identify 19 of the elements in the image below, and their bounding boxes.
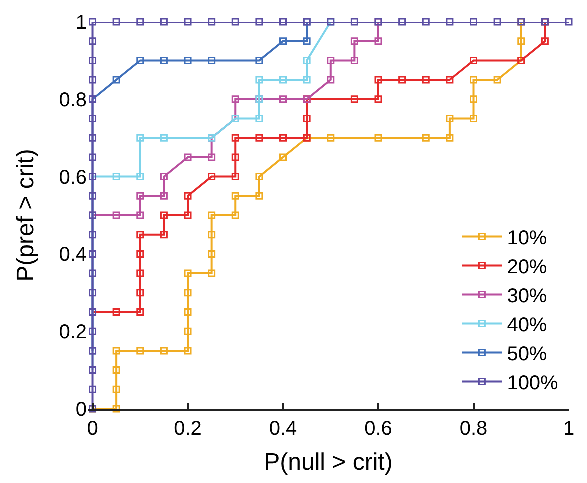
- legend-label: 40%: [507, 314, 548, 337]
- y-axis-title: P(pref > crit): [12, 149, 40, 282]
- y-tick-label: 0.2: [59, 322, 87, 344]
- legend-label: 20%: [507, 256, 548, 279]
- y-tick-label: 0.8: [59, 89, 87, 112]
- x-tick-label: 0.8: [460, 418, 488, 440]
- legend-label: 50%: [507, 344, 548, 366]
- y-tick-label: 0.6: [59, 166, 87, 189]
- legend-label: 10%: [507, 228, 548, 250]
- legend-label: 30%: [507, 286, 548, 308]
- y-tick-label: 1: [76, 12, 87, 34]
- x-tick-label: 0.6: [364, 418, 392, 440]
- y-tick-label: 0: [76, 399, 87, 421]
- legend-label: 100%: [507, 372, 559, 395]
- y-tick-label: 0.4: [59, 244, 87, 266]
- x-tick-label: 0.4: [269, 418, 298, 440]
- x-tick-label: 0.2: [174, 418, 202, 440]
- x-tick-label: 1: [563, 418, 575, 440]
- x-axis-title: P(null > crit): [264, 448, 393, 476]
